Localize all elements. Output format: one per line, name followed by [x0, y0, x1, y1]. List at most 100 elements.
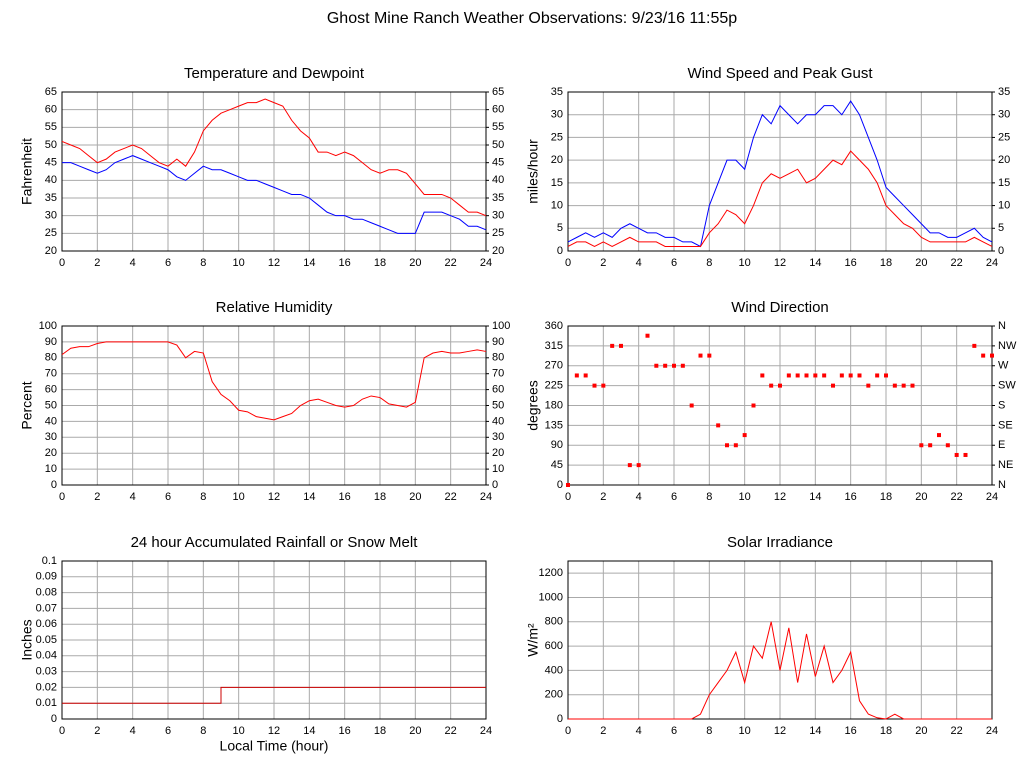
y2-tick-label: 10	[492, 463, 504, 475]
data-point	[751, 403, 756, 408]
x-tick-label: 6	[165, 257, 171, 269]
x-tick-label: 8	[706, 491, 712, 503]
x-tick-label: 12	[774, 257, 786, 269]
x-tick-label: 18	[880, 257, 892, 269]
y-axis-label: Percent	[19, 381, 35, 429]
y2-tick-label: NW	[998, 340, 1017, 352]
y2-tick-label: 25	[998, 131, 1010, 143]
x-tick-label: 24	[480, 725, 492, 737]
x-tick-label: 20	[915, 257, 927, 269]
y2-tick-label: 10	[998, 199, 1010, 211]
y2-tick-label: NE	[998, 459, 1013, 471]
x-tick-label: 10	[233, 725, 245, 737]
y2-tick-label: SW	[998, 380, 1016, 392]
x-tick-label: 8	[200, 725, 206, 737]
x-tick-label: 8	[200, 491, 206, 503]
x-tick-label: 18	[374, 257, 386, 269]
data-point	[627, 463, 632, 468]
x-tick-label: 4	[636, 257, 642, 269]
y-tick-label: 30	[45, 431, 57, 443]
data-point	[813, 373, 818, 378]
y-tick-label: 60	[45, 384, 57, 396]
y-tick-label: 100	[39, 320, 57, 332]
data-point	[566, 483, 570, 487]
y2-tick-label: 35	[492, 192, 504, 204]
y-tick-label: 20	[551, 154, 563, 166]
y-tick-label: 45	[45, 157, 57, 169]
data-line	[567, 150, 993, 248]
y-tick-label: 50	[45, 399, 57, 411]
data-point	[954, 452, 959, 457]
data-point	[619, 343, 623, 348]
data-point	[892, 383, 897, 388]
y2-tick-label: N	[998, 479, 1006, 491]
data-point	[981, 353, 986, 358]
data-point	[680, 363, 685, 368]
y-tick-label: 40	[45, 415, 57, 427]
data-point	[689, 403, 694, 408]
y-tick-label: 70	[45, 368, 57, 380]
y-tick-label: 0.02	[36, 681, 57, 693]
data-point	[919, 443, 924, 448]
data-point	[574, 373, 579, 378]
data-point	[645, 333, 650, 338]
y-tick-label: 5	[557, 222, 563, 234]
x-tick-label: 12	[268, 491, 280, 503]
y-tick-label: 360	[545, 320, 563, 332]
data-point	[857, 373, 862, 378]
y2-tick-label: SE	[998, 419, 1013, 431]
y-tick-label: 10	[551, 199, 563, 211]
y-tick-label: 65	[45, 86, 57, 98]
chart-title: Wind Direction	[731, 299, 829, 316]
data-line	[61, 98, 487, 217]
x-tick-label: 0	[59, 725, 65, 737]
chart-title: Relative Humidity	[216, 299, 333, 316]
x-tick-label: 14	[303, 725, 315, 737]
y2-tick-label: 50	[492, 399, 504, 411]
x-tick-label: 8	[706, 257, 712, 269]
data-point	[928, 443, 933, 448]
y2-tick-label: 20	[492, 245, 504, 257]
y-tick-label: 0.04	[36, 650, 57, 662]
x-tick-label: 6	[671, 725, 677, 737]
x-tick-label: 24	[480, 257, 492, 269]
x-tick-label: 0	[565, 725, 571, 737]
x-tick-label: 22	[445, 491, 457, 503]
data-point	[672, 363, 676, 368]
y-tick-label: 25	[45, 227, 57, 239]
x-tick-label: 22	[951, 491, 963, 503]
x-tick-label: 16	[339, 491, 351, 503]
x-tick-label: 20	[409, 491, 421, 503]
x-tick-label: 2	[94, 257, 100, 269]
data-point	[636, 463, 641, 468]
y-tick-label: 35	[551, 86, 563, 98]
chart-title: Wind Speed and Peak Gust	[687, 65, 873, 82]
y2-tick-label: 25	[492, 227, 504, 239]
x-tick-label: 0	[565, 257, 571, 269]
y-tick-label: 0	[557, 713, 563, 725]
y-tick-label: 0	[51, 479, 57, 491]
y-axis-label: Inches	[19, 619, 35, 660]
y2-tick-label: 15	[998, 177, 1010, 189]
data-point	[972, 343, 977, 348]
y2-tick-label: 35	[998, 86, 1010, 98]
data-point	[786, 373, 791, 378]
x-tick-label: 16	[339, 257, 351, 269]
x-tick-label: 24	[986, 725, 998, 737]
data-point	[795, 373, 800, 378]
y-tick-label: 60	[45, 104, 57, 116]
y-tick-label: 0.08	[36, 587, 57, 599]
x-tick-label: 0	[565, 491, 571, 503]
data-point	[663, 363, 668, 368]
x-tick-label: 8	[200, 257, 206, 269]
y-tick-label: 800	[545, 616, 563, 628]
data-line	[567, 100, 993, 248]
x-tick-label: 2	[94, 725, 100, 737]
y2-tick-label: 70	[492, 368, 504, 380]
x-tick-label: 4	[636, 725, 642, 737]
x-tick-label: 22	[445, 725, 457, 737]
x-tick-label: 16	[845, 725, 857, 737]
y2-tick-label: 40	[492, 415, 504, 427]
page-title: Ghost Mine Ranch Weather Observations: 9…	[327, 10, 737, 27]
